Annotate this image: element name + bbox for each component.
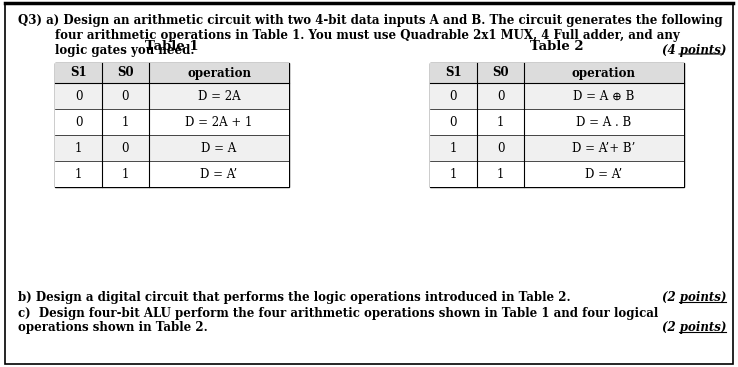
Text: operation: operation [187,66,251,80]
Text: D = A’: D = A’ [585,167,623,181]
Text: 1: 1 [75,142,82,155]
Bar [430,83,684,109]
Text: b) Design a digital circuit that performs the logic operations introduced in Tab: b) Design a digital circuit that perform… [18,291,570,304]
Text: operation: operation [572,66,636,80]
Bar [55,135,289,161]
Text: S1: S1 [445,66,462,80]
Text: D = A ⊕ B: D = A ⊕ B [573,90,635,102]
Text: S1: S1 [70,66,87,80]
Text: operations shown in Table 2.: operations shown in Table 2. [18,321,208,334]
Text: S0: S0 [492,66,508,80]
Text: 0: 0 [449,90,458,102]
Text: 1: 1 [122,167,129,181]
Text: 0: 0 [75,116,82,128]
Bar [430,63,684,187]
Text: D = A’+ B’: D = A’+ B’ [572,142,635,155]
Text: c)  Design four-bit ALU perform the four arithmetic operations shown in Table 1 : c) Design four-bit ALU perform the four … [18,307,658,320]
Text: 1: 1 [122,116,129,128]
Text: (2 points): (2 points) [662,321,726,334]
Text: D = 2A + 1: D = 2A + 1 [185,116,252,128]
Text: Table 2: Table 2 [530,40,584,53]
Text: (4 points): (4 points) [662,44,726,57]
Text: Table 1: Table 1 [145,40,199,53]
Bar [430,63,684,83]
Bar [430,161,684,187]
Text: logic gates you need.: logic gates you need. [55,44,195,57]
Text: 1: 1 [75,167,82,181]
Text: four arithmetic operations in Table 1. You must use Quadrable 2x1 MUX, 4 Full ad: four arithmetic operations in Table 1. Y… [55,29,680,42]
Text: 1: 1 [450,167,457,181]
Bar [430,109,684,135]
Bar [55,161,289,187]
Text: 0: 0 [122,142,129,155]
Text: 0: 0 [75,90,82,102]
Bar [55,63,289,187]
Text: 0: 0 [449,116,458,128]
Bar [55,83,289,109]
Text: 0: 0 [122,90,129,102]
Text: S0: S0 [117,66,134,80]
Text: (2 points): (2 points) [662,291,726,304]
Bar [430,135,684,161]
Text: 1: 1 [497,116,504,128]
Text: 1: 1 [450,142,457,155]
Text: D = A: D = A [201,142,237,155]
Text: D = A’: D = A’ [201,167,238,181]
Bar [55,63,289,83]
Text: 1: 1 [497,167,504,181]
Text: 0: 0 [497,90,504,102]
Text: Q3) a) Design an arithmetic circuit with two 4-bit data inputs A and B. The circ: Q3) a) Design an arithmetic circuit with… [18,14,723,27]
Text: 0: 0 [497,142,504,155]
Text: D = 2A: D = 2A [198,90,241,102]
Bar [55,109,289,135]
Text: D = A . B: D = A . B [576,116,632,128]
